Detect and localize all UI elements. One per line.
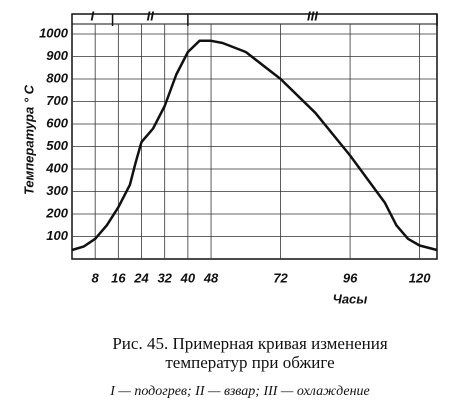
- x-tick-label: 16: [111, 270, 126, 285]
- temperature-line: [71, 39, 438, 252]
- x-tick-label: 48: [203, 270, 219, 285]
- x-tick-label: 8: [92, 270, 100, 285]
- y-axis-label: Температура ° C: [21, 84, 36, 195]
- caption: Рис. 45. Примерная кривая изменения: [112, 334, 387, 353]
- x-tick-label: 96: [343, 270, 358, 285]
- phase-label: II: [147, 8, 155, 23]
- y-tick-label: 600: [46, 115, 68, 130]
- x-tick-label: 72: [273, 270, 288, 285]
- y-tick-label: 1000: [39, 25, 69, 40]
- x-tick-label: 120: [409, 270, 431, 285]
- phase-label: I: [90, 8, 94, 23]
- y-tick-label: 900: [46, 48, 68, 63]
- y-tick-label: 400: [45, 160, 68, 175]
- y-tick-label: 100: [46, 228, 68, 243]
- y-tick-label: 500: [46, 138, 68, 153]
- x-axis-label: Часы: [333, 291, 368, 306]
- phase-label: III: [307, 8, 318, 23]
- x-tick-label: 32: [157, 270, 172, 285]
- legend-text: I — подогрев; II — взвар; III — охлажден…: [109, 384, 370, 399]
- x-tick-label: 40: [180, 270, 196, 285]
- y-tick-label: 800: [46, 70, 68, 85]
- x-tick-label: 24: [133, 270, 149, 285]
- y-tick-label: 200: [45, 205, 68, 220]
- caption: температур при обжиге: [165, 353, 334, 372]
- plot-frame: [71, 13, 438, 260]
- y-tick-label: 700: [46, 93, 68, 108]
- y-tick-label: 300: [46, 183, 68, 198]
